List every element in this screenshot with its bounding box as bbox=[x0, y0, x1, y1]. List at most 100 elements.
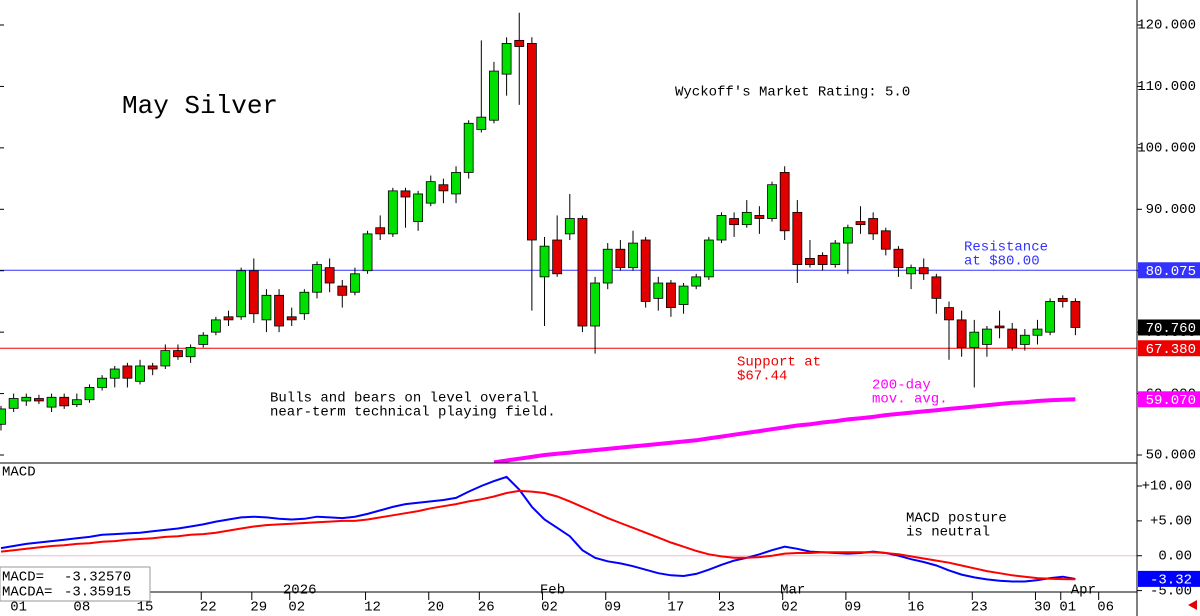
y-tick-label: -5.00 bbox=[1150, 583, 1192, 599]
candle-body bbox=[223, 316, 234, 321]
candle-body bbox=[830, 242, 841, 265]
candle-body bbox=[413, 193, 424, 222]
candle-body bbox=[463, 122, 474, 173]
candle-body bbox=[451, 172, 461, 195]
candle-body bbox=[375, 227, 386, 235]
x-tick-label: 20 bbox=[427, 600, 444, 616]
candle-body bbox=[46, 396, 57, 408]
candle-body bbox=[501, 43, 512, 75]
candle-body bbox=[198, 334, 209, 345]
annotation: Wyckoff's Market Rating: 5.0 bbox=[675, 85, 910, 101]
candle-body bbox=[387, 190, 398, 235]
candle-body bbox=[767, 184, 777, 219]
level-label: 67.380 bbox=[1146, 342, 1196, 358]
level-tag bbox=[1138, 319, 1200, 336]
x-tick-label: 23 bbox=[971, 600, 988, 616]
x-tick-label: 01 bbox=[1059, 600, 1076, 616]
readout-label: MACDA= bbox=[2, 585, 52, 601]
level-label: 59.070 bbox=[1146, 393, 1196, 409]
chart-title: May Silver bbox=[122, 91, 278, 121]
annotation: Resistance bbox=[964, 240, 1048, 256]
candle-body bbox=[84, 387, 95, 401]
panel-title: MACD bbox=[2, 465, 36, 481]
x-tick-label: 23 bbox=[718, 600, 735, 616]
month-label: Apr bbox=[1071, 583, 1096, 599]
annotation: $67.44 bbox=[737, 369, 787, 385]
candle-body bbox=[577, 218, 588, 327]
x-tick-label: 22 bbox=[200, 600, 217, 616]
x-tick-label: 01 bbox=[10, 600, 27, 616]
candle-body bbox=[526, 43, 537, 241]
candle-body bbox=[210, 319, 221, 333]
candle-body bbox=[1070, 301, 1081, 328]
candle-body bbox=[906, 267, 916, 275]
x-tick-label: 15 bbox=[137, 600, 154, 616]
last-tag bbox=[1138, 570, 1200, 587]
candle-body bbox=[855, 221, 866, 226]
macd-line bbox=[0, 475, 1076, 583]
candle-body bbox=[122, 365, 133, 379]
last-label: -3.32 bbox=[1150, 573, 1192, 589]
candle-body bbox=[59, 396, 70, 407]
candle-body bbox=[602, 248, 613, 284]
y-tick-label: 50.000 bbox=[1146, 448, 1196, 464]
candle-body bbox=[956, 319, 967, 348]
y-tick-label: 110.000 bbox=[1137, 79, 1196, 95]
x-tick-label: 29 bbox=[250, 600, 267, 616]
candle-body bbox=[400, 190, 411, 198]
level-label: 70.760 bbox=[1146, 321, 1196, 337]
x-tick-label: 02 bbox=[541, 600, 558, 616]
candle-body bbox=[982, 328, 992, 345]
x-tick-label: 09 bbox=[604, 600, 621, 616]
candle-body bbox=[842, 227, 853, 244]
candle-body bbox=[1019, 334, 1030, 345]
annotation: Support at bbox=[737, 355, 821, 371]
price-panel bbox=[0, 12, 1137, 463]
scroll-arrow[interactable] bbox=[1188, 600, 1197, 610]
candle-body bbox=[615, 248, 626, 269]
readout-value: -3.35915 bbox=[64, 585, 131, 601]
y-tick-label: 120.000 bbox=[1137, 18, 1196, 34]
annotation: at $80.00 bbox=[964, 254, 1040, 270]
month-label: Mar bbox=[780, 583, 805, 599]
month-label: Feb bbox=[540, 583, 565, 599]
x-tick-label: 26 bbox=[478, 600, 495, 616]
candle-body bbox=[779, 172, 790, 232]
candle-body bbox=[1045, 301, 1056, 333]
readout-value: -3.32570 bbox=[64, 570, 131, 586]
candle-body bbox=[653, 282, 664, 299]
candle-body bbox=[703, 239, 714, 278]
x-tick-label: 30 bbox=[1034, 600, 1051, 616]
y-tick-label: +10.00 bbox=[1142, 479, 1192, 495]
candle-body bbox=[678, 285, 689, 305]
candle-body bbox=[71, 399, 82, 406]
y-tick-label: +5.00 bbox=[1150, 514, 1192, 530]
annotation: MACD posture bbox=[906, 511, 1007, 527]
candle-body bbox=[640, 239, 651, 302]
candle-body bbox=[34, 398, 44, 402]
x-tick-label: 17 bbox=[668, 600, 685, 616]
y-tick-label: 100.000 bbox=[1137, 141, 1196, 157]
candle-body bbox=[969, 331, 980, 348]
candle-body bbox=[666, 282, 676, 308]
x-tick-label: 16 bbox=[908, 600, 925, 616]
month-label: 2026 bbox=[283, 583, 317, 599]
candle-body bbox=[160, 350, 171, 367]
candle-body bbox=[628, 242, 638, 269]
candle-body bbox=[425, 181, 436, 204]
candle-body bbox=[0, 408, 6, 425]
candle-body bbox=[286, 316, 297, 321]
candle-body bbox=[489, 70, 499, 121]
candle-body bbox=[1057, 297, 1068, 302]
candle-body bbox=[324, 267, 335, 284]
candle-body bbox=[741, 211, 752, 226]
candle-body bbox=[147, 365, 158, 370]
level-label: 80.075 bbox=[1146, 264, 1196, 280]
candle-body bbox=[817, 254, 828, 265]
candle-body bbox=[185, 347, 196, 358]
candle-body bbox=[918, 267, 929, 275]
candle-body bbox=[792, 211, 803, 265]
macd-panel bbox=[0, 475, 1137, 583]
